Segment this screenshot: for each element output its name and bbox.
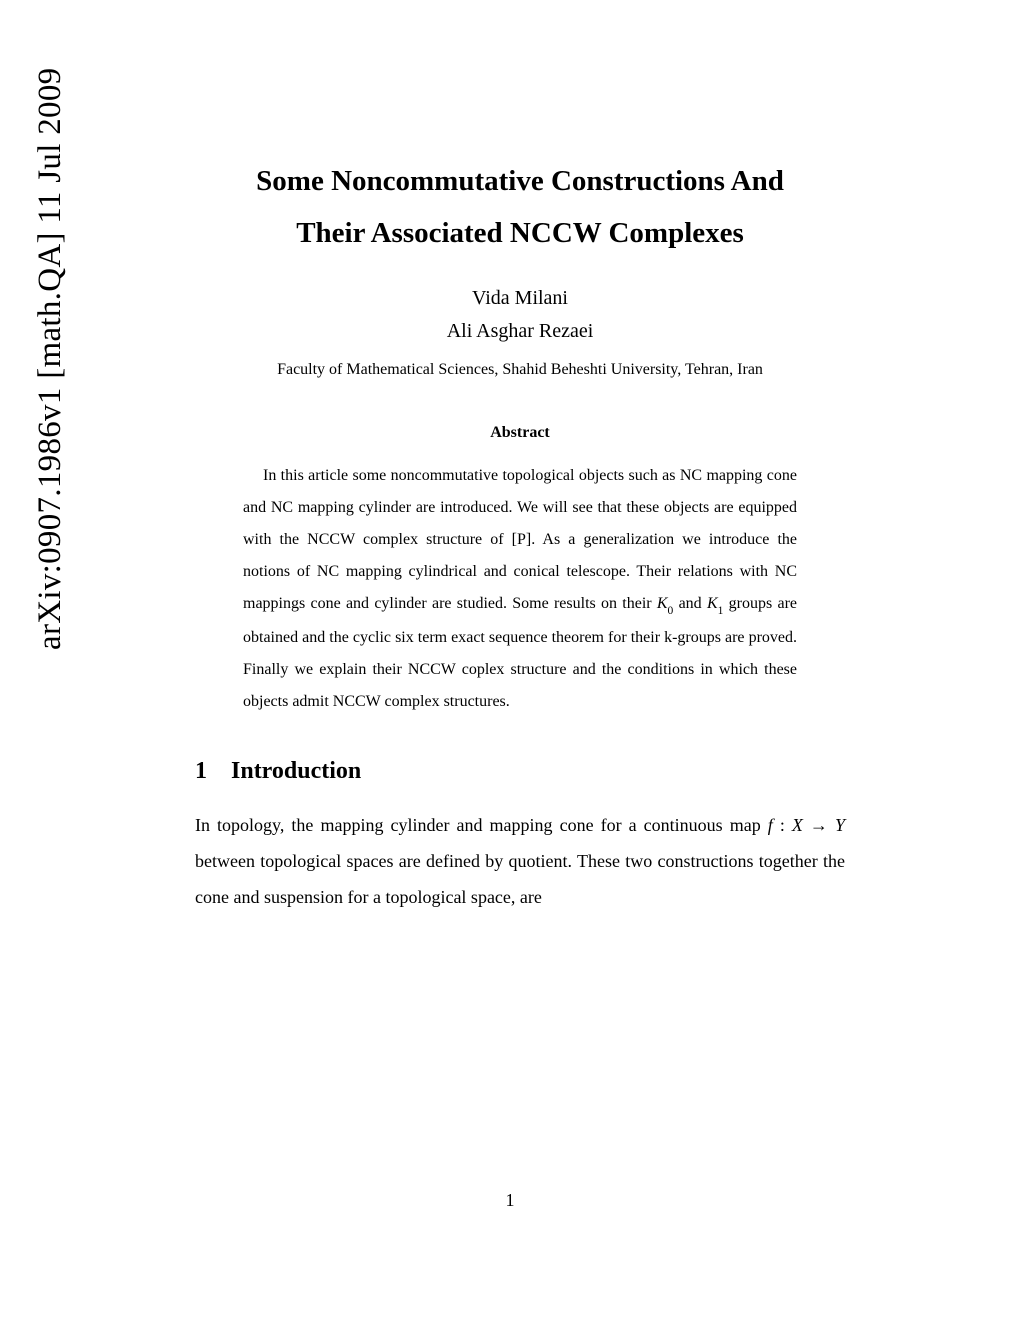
body-part-2: between topological spaces are defined b… [195, 851, 845, 907]
abstract-heading: Abstract [195, 424, 845, 442]
body-Y: Y [835, 815, 845, 835]
section-1-heading: 1 Introduction [195, 758, 845, 785]
abstract-and: and [673, 595, 707, 612]
author-1: Vida Milani [195, 287, 845, 310]
abstract-k1-sub: 1 [718, 605, 724, 617]
title-line-1: Some Noncommutative Constructions And [256, 165, 784, 197]
abstract-body: In this article some noncommutative topo… [243, 460, 797, 717]
abstract-k1: K [707, 595, 718, 612]
page-number: 1 [0, 1190, 1020, 1211]
body-colon: : [773, 815, 792, 835]
page-content: Some Noncommutative Constructions And Th… [195, 155, 845, 915]
body-X: X [792, 815, 803, 835]
paper-title: Some Noncommutative Constructions And Th… [195, 155, 845, 259]
body-part-1: In topology, the mapping cylinder and ma… [195, 815, 768, 835]
arxiv-watermark: arXiv:0907.1986v1 [math.QA] 11 Jul 2009 [32, 68, 69, 650]
abstract-k0-sub: 0 [668, 605, 674, 617]
intro-paragraph: In topology, the mapping cylinder and ma… [195, 807, 845, 915]
abstract-k0: K [657, 595, 668, 612]
abstract-part-1: In this article some noncommutative topo… [243, 467, 797, 612]
section-1-number: 1 [195, 758, 207, 784]
author-2: Ali Asghar Rezaei [195, 320, 845, 343]
body-arrow: → [803, 815, 835, 835]
abstract-part-2: groups are obtained and the cyclic six t… [243, 595, 797, 709]
affiliation: Faculty of Mathematical Sciences, Shahid… [195, 361, 845, 379]
title-line-2: Their Associated NCCW Complexes [296, 217, 744, 249]
section-1-title: Introduction [231, 758, 361, 784]
